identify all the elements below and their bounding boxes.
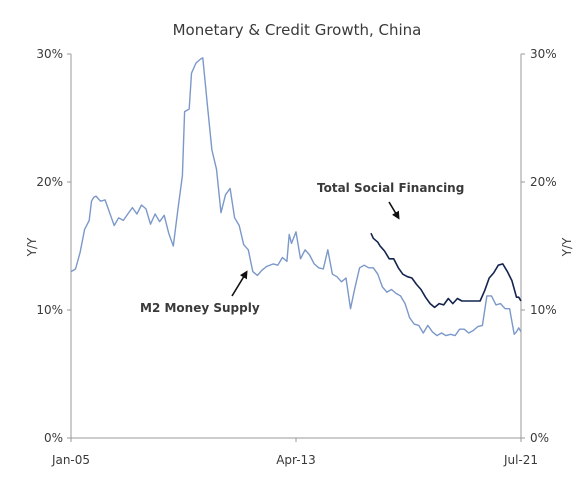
annotation-arrow-tsf bbox=[388, 201, 400, 220]
y-tick-label-left: 0% bbox=[44, 431, 63, 445]
x-tick-label: Jan-05 bbox=[51, 453, 90, 467]
y-tick-label-right: 20% bbox=[530, 175, 557, 189]
y-axis-label-left: Y/Y bbox=[25, 237, 39, 257]
series-line-m2-money-supply bbox=[70, 57, 522, 337]
annotation-m2-money-supply: M2 Money Supply bbox=[140, 301, 260, 315]
series-line-total-social-financing bbox=[370, 232, 522, 309]
annotation-total-social-financing: Total Social Financing bbox=[317, 181, 464, 195]
y-tick-label-left: 30% bbox=[36, 47, 63, 61]
y-axis-label-right: Y/Y bbox=[560, 237, 574, 257]
y-tick-label-right: 30% bbox=[530, 47, 557, 61]
x-tick-label: Apr-13 bbox=[276, 453, 316, 467]
y-tick-label-right: 10% bbox=[530, 303, 557, 317]
y-tick-label-left: 20% bbox=[36, 175, 63, 189]
y-tick-label-left: 10% bbox=[36, 303, 63, 317]
chart-title: Monetary & Credit Growth, China bbox=[173, 21, 422, 39]
axis-ticks: 0% 0% 10% 10% 20% 20% 30% 30% Jan-05 Apr-13 Jul-21 bbox=[36, 47, 556, 467]
y-tick-label-right: 0% bbox=[530, 431, 549, 445]
annotation-arrow-m2 bbox=[231, 270, 248, 297]
x-tick-label: Jul-21 bbox=[503, 453, 538, 467]
series-layer bbox=[70, 57, 522, 337]
